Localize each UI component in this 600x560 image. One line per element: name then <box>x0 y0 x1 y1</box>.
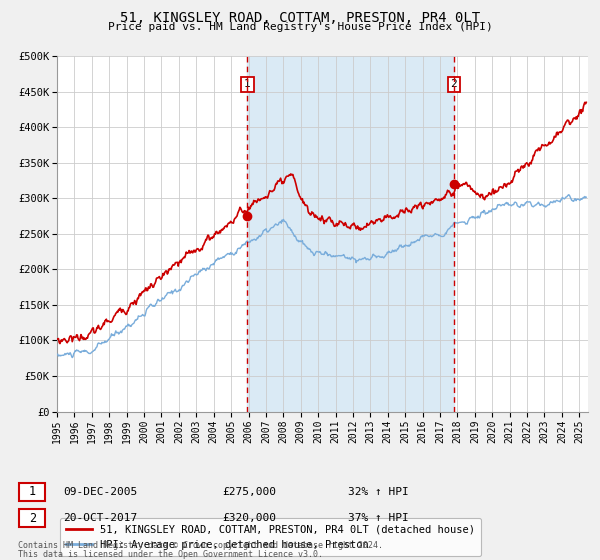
Text: 09-DEC-2005: 09-DEC-2005 <box>63 487 137 497</box>
Text: 37% ↑ HPI: 37% ↑ HPI <box>348 513 409 523</box>
Text: 2: 2 <box>451 80 457 90</box>
Text: £320,000: £320,000 <box>222 513 276 523</box>
Text: Contains HM Land Registry data © Crown copyright and database right 2024.: Contains HM Land Registry data © Crown c… <box>18 541 383 550</box>
Text: 2: 2 <box>29 511 36 525</box>
Legend: 51, KINGSLEY ROAD, COTTAM, PRESTON, PR4 0LT (detached house), HPI: Average price: 51, KINGSLEY ROAD, COTTAM, PRESTON, PR4 … <box>59 518 481 556</box>
Text: 1: 1 <box>244 80 251 90</box>
Text: 1: 1 <box>29 485 36 498</box>
Text: £275,000: £275,000 <box>222 487 276 497</box>
FancyBboxPatch shape <box>19 483 46 501</box>
Text: 32% ↑ HPI: 32% ↑ HPI <box>348 487 409 497</box>
Text: 51, KINGSLEY ROAD, COTTAM, PRESTON, PR4 0LT: 51, KINGSLEY ROAD, COTTAM, PRESTON, PR4 … <box>120 11 480 25</box>
Bar <box>247 56 454 412</box>
Text: Price paid vs. HM Land Registry's House Price Index (HPI): Price paid vs. HM Land Registry's House … <box>107 22 493 32</box>
Text: This data is licensed under the Open Government Licence v3.0.: This data is licensed under the Open Gov… <box>18 550 323 559</box>
FancyBboxPatch shape <box>19 509 46 527</box>
Text: 20-OCT-2017: 20-OCT-2017 <box>63 513 137 523</box>
